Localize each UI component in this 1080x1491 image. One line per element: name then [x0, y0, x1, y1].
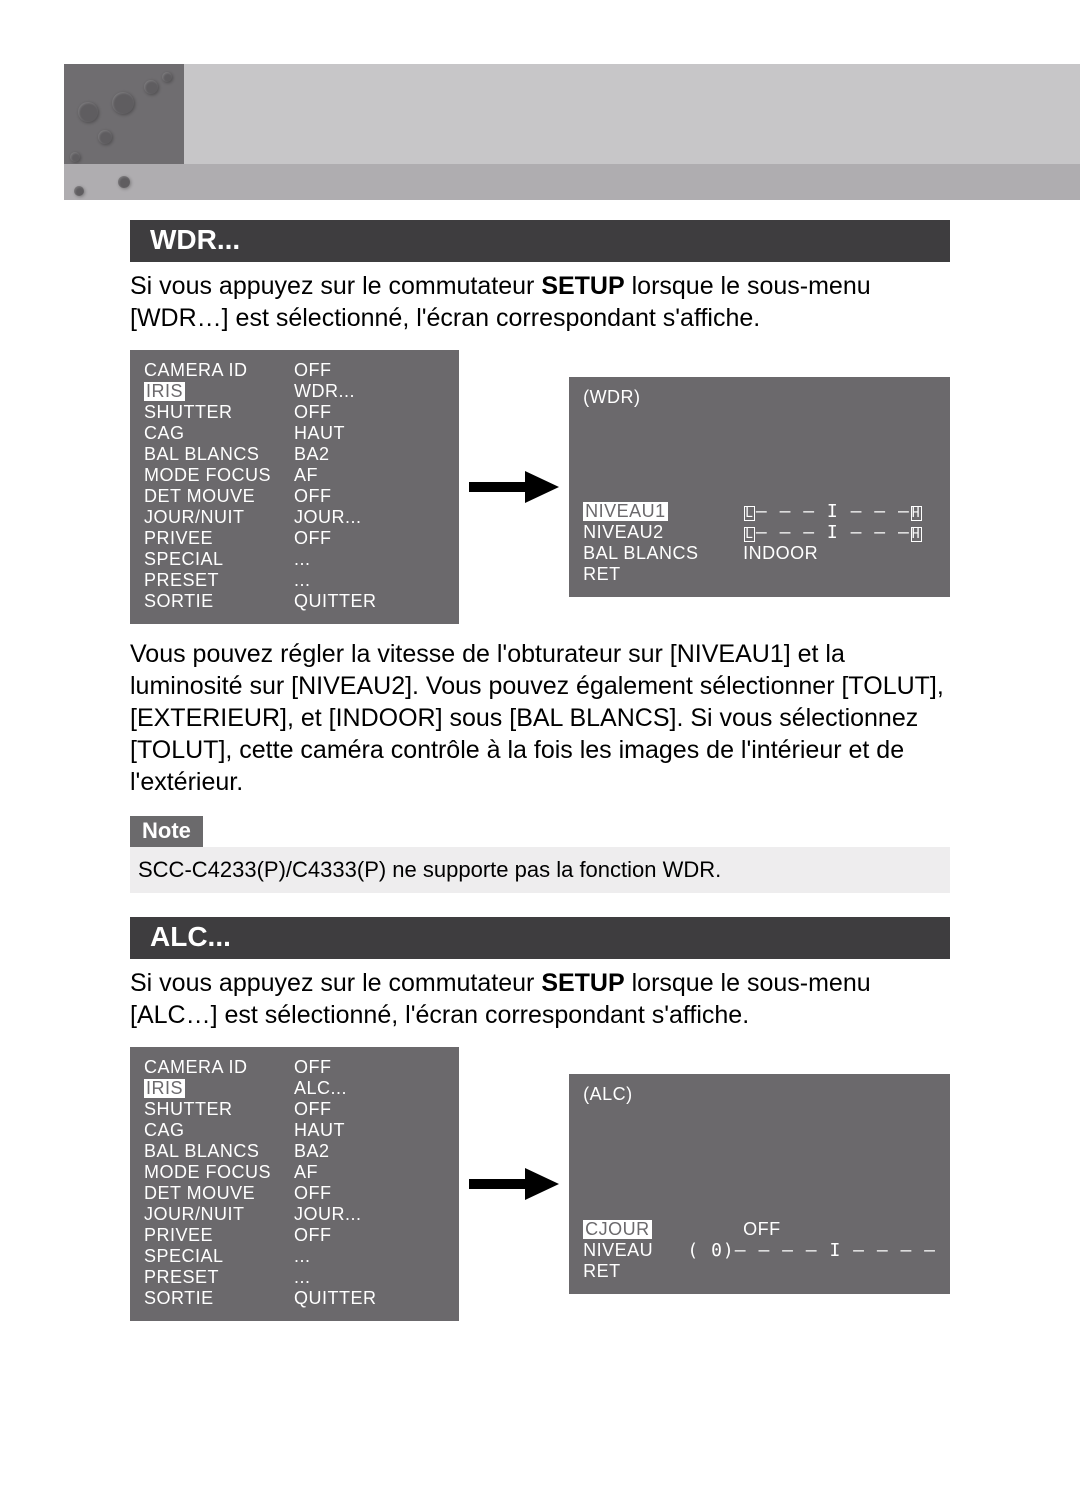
menu-key: CAG — [144, 423, 294, 444]
menu-val: ... — [294, 1246, 445, 1267]
menu-val: AF — [294, 1162, 445, 1183]
osd-diagram-alc: CAMERA IDOFF IRISALC... SHUTTEROFF CAGHA… — [130, 1047, 950, 1321]
menu-val: ... — [294, 1267, 445, 1288]
submenu-key: NIVEAU — [583, 1240, 687, 1261]
menu-val: OFF — [294, 360, 445, 381]
osd-submenu-wdr: (WDR) NIVEAU1 L– – – I – – –H NIVEAU2 L–… — [569, 377, 950, 597]
osd-diagram-wdr: CAMERA IDOFF IRISWDR... SHUTTEROFF CAGHA… — [130, 350, 950, 624]
menu-val: ALC... — [294, 1078, 445, 1099]
menu-val: OFF — [294, 528, 445, 549]
menu-key: CAG — [144, 1120, 294, 1141]
slider: ( 0)– – – – I – – – – — [687, 1240, 936, 1261]
menu-val: QUITTER — [294, 1288, 445, 1309]
submenu-key: BAL BLANCS — [583, 543, 743, 564]
menu-key: BAL BLANCS — [144, 444, 294, 465]
submenu-title: (ALC) — [583, 1084, 733, 1105]
banner-top — [64, 64, 1080, 164]
menu-val: JOUR... — [294, 1204, 445, 1225]
banner-sub — [64, 164, 1080, 200]
menu-key: CAMERA ID — [144, 360, 294, 381]
arrow-icon — [469, 1174, 559, 1194]
text: Si vous appuyez sur le commutateur — [130, 272, 541, 300]
osd-main-menu-wdr: CAMERA IDOFF IRISWDR... SHUTTEROFF CAGHA… — [130, 350, 459, 624]
banner-graphic — [64, 64, 184, 164]
menu-val: BA2 — [294, 1141, 445, 1162]
section-wdr: WDR... Si vous appuyez sur le commutateu… — [130, 220, 950, 893]
menu-val: WDR... — [294, 381, 445, 402]
menu-key: JOUR/NUIT — [144, 1204, 294, 1225]
menu-key: SPECIAL — [144, 1246, 294, 1267]
text-bold: SETUP — [541, 272, 624, 300]
menu-val: OFF — [294, 1183, 445, 1204]
text: Si vous appuyez sur le commutateur — [130, 969, 541, 997]
menu-val: OFF — [294, 402, 445, 423]
menu-key: SORTIE — [144, 1288, 294, 1309]
wdr-body-text: Vous pouvez régler la vitesse de l'obtur… — [130, 638, 950, 798]
menu-val: OFF — [294, 1099, 445, 1120]
section-title-wdr: WDR... — [130, 220, 950, 262]
submenu-key: RET — [583, 564, 743, 585]
menu-key: MODE FOCUS — [144, 1162, 294, 1183]
menu-key-selected: IRIS — [144, 1079, 185, 1098]
note-box: SCC-C4233(P)/C4333(P) ne supporte pas la… — [130, 847, 950, 893]
menu-key: SHUTTER — [144, 402, 294, 423]
menu-key: PRIVEE — [144, 1225, 294, 1246]
menu-key: SPECIAL — [144, 549, 294, 570]
menu-val: JOUR... — [294, 507, 445, 528]
menu-key: DET MOUVE — [144, 1183, 294, 1204]
note-label: Note — [130, 816, 203, 847]
slider: L– – – I – – –H — [743, 501, 936, 522]
menu-val: HAUT — [294, 1120, 445, 1141]
menu-val: AF — [294, 465, 445, 486]
menu-key-selected: IRIS — [144, 382, 185, 401]
menu-val: QUITTER — [294, 591, 445, 612]
menu-key: DET MOUVE — [144, 486, 294, 507]
menu-val: BA2 — [294, 444, 445, 465]
submenu-title: (WDR) — [583, 387, 733, 408]
submenu-key-selected: CJOUR — [583, 1220, 652, 1239]
submenu-val: OFF — [743, 1219, 936, 1240]
menu-key: BAL BLANCS — [144, 1141, 294, 1162]
submenu-val: INDOOR — [743, 543, 936, 564]
menu-val: OFF — [294, 1057, 445, 1078]
arrow-icon — [469, 477, 559, 497]
osd-submenu-alc: (ALC) CJOUR OFF NIVEAU ( 0)– – – – I – –… — [569, 1074, 950, 1294]
page: WDR... Si vous appuyez sur le commutateu… — [0, 0, 1080, 1491]
menu-val: ... — [294, 570, 445, 591]
menu-key: SHUTTER — [144, 1099, 294, 1120]
menu-key: PRESET — [144, 570, 294, 591]
menu-val: OFF — [294, 1225, 445, 1246]
submenu-key-selected: NIVEAU1 — [583, 502, 668, 521]
text-bold: SETUP — [541, 969, 624, 997]
alc-intro: Si vous appuyez sur le commutateur SETUP… — [130, 967, 950, 1031]
menu-key: CAMERA ID — [144, 1057, 294, 1078]
menu-val: ... — [294, 549, 445, 570]
menu-val: OFF — [294, 486, 445, 507]
wdr-intro: Si vous appuyez sur le commutateur SETUP… — [130, 270, 950, 334]
osd-main-menu-alc: CAMERA IDOFF IRISALC... SHUTTEROFF CAGHA… — [130, 1047, 459, 1321]
menu-key: MODE FOCUS — [144, 465, 294, 486]
menu-key: JOUR/NUIT — [144, 507, 294, 528]
menu-key: SORTIE — [144, 591, 294, 612]
submenu-key: NIVEAU2 — [583, 522, 743, 543]
menu-key: PRIVEE — [144, 528, 294, 549]
menu-val: HAUT — [294, 423, 445, 444]
submenu-key: RET — [583, 1261, 743, 1282]
slider: L– – – I – – –H — [743, 522, 936, 543]
section-alc: ALC... Si vous appuyez sur le commutateu… — [130, 917, 950, 1321]
menu-key: PRESET — [144, 1267, 294, 1288]
section-title-alc: ALC... — [130, 917, 950, 959]
